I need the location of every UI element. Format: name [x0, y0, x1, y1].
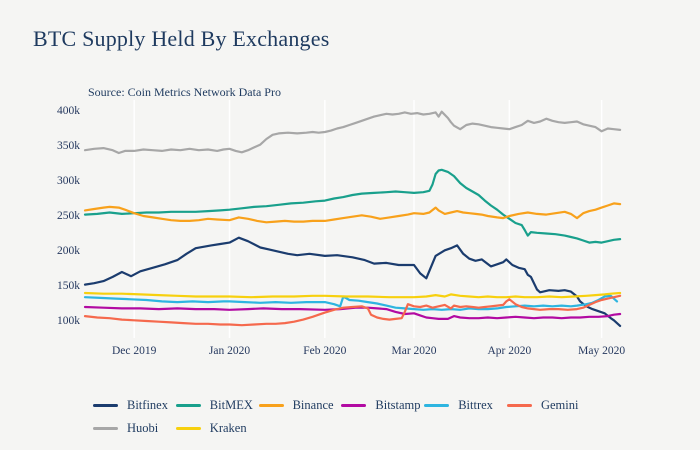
x-axis-label: May 2020 [578, 345, 626, 357]
legend-label: BitMEX [209, 398, 253, 412]
chart-legend: Bitfinex BitMEX Binance Bitstamp Bittrex Gemi… [93, 394, 590, 440]
series-line-bitstamp [83, 305, 622, 320]
series-line-bittrex [83, 294, 619, 311]
legend-item-bitstamp[interactable]: Bitstamp [341, 398, 424, 413]
legend-item-bitmex[interactable]: BitMEX [175, 398, 259, 413]
legend-item-gemini[interactable]: Gemini [506, 398, 590, 413]
x-axis-label: Dec 2019 [111, 345, 157, 357]
x-axis-label: Apr 2020 [487, 345, 532, 357]
legend-swatch-gemini [506, 404, 532, 407]
legend-item-bittrex[interactable]: Bittrex [424, 398, 507, 413]
series-line-binance [83, 202, 622, 224]
x-axis-label: Feb 2020 [303, 345, 347, 357]
y-axis-label: 400k [57, 105, 80, 117]
source-note: Source: Coin Metrics Network Data Pro [88, 85, 281, 99]
series-line-huobi [83, 110, 622, 155]
y-axis-label: 100k [57, 315, 80, 327]
legend-item-bitfinex[interactable]: Bitfinex [93, 398, 176, 413]
x-axis-label: Mar 2020 [391, 345, 437, 357]
y-axis-label: 200k [57, 245, 80, 257]
legend-swatch-kraken [175, 427, 201, 430]
x-axis-label: Jan 2020 [208, 345, 251, 357]
legend-swatch-bitmex [175, 404, 201, 407]
legend-label: Binance [292, 398, 334, 412]
legend-label: Bittrex [458, 398, 493, 412]
chart-title: BTC Supply Held By Exchanges [33, 26, 330, 51]
legend-swatch-bitstamp [341, 404, 367, 407]
legend-swatch-bittrex [424, 404, 450, 407]
legend-label: Bitfinex [127, 398, 168, 412]
legend-item-kraken[interactable]: Kraken [175, 421, 259, 436]
series-line-bitfinex [83, 236, 622, 327]
series-line-kraken [83, 291, 622, 299]
legend-swatch-binance [258, 404, 284, 407]
legend-label: Huobi [127, 421, 159, 435]
y-axis-label: 150k [57, 280, 80, 292]
legend-label: Kraken [209, 421, 247, 435]
legend-item-huobi[interactable]: Huobi [93, 421, 176, 436]
series-line-gemini [83, 294, 622, 327]
y-axis-label: 250k [57, 210, 80, 222]
y-axis-label: 350k [57, 140, 80, 152]
legend-swatch-huobi [93, 427, 118, 430]
legend-swatch-bitfinex [93, 404, 118, 407]
legend-label: Bitstamp [375, 398, 421, 412]
legend-label: Gemini [540, 398, 579, 412]
legend-item-binance[interactable]: Binance [258, 398, 342, 413]
y-axis-label: 300k [57, 175, 80, 187]
series-line-bitmex [83, 168, 622, 244]
